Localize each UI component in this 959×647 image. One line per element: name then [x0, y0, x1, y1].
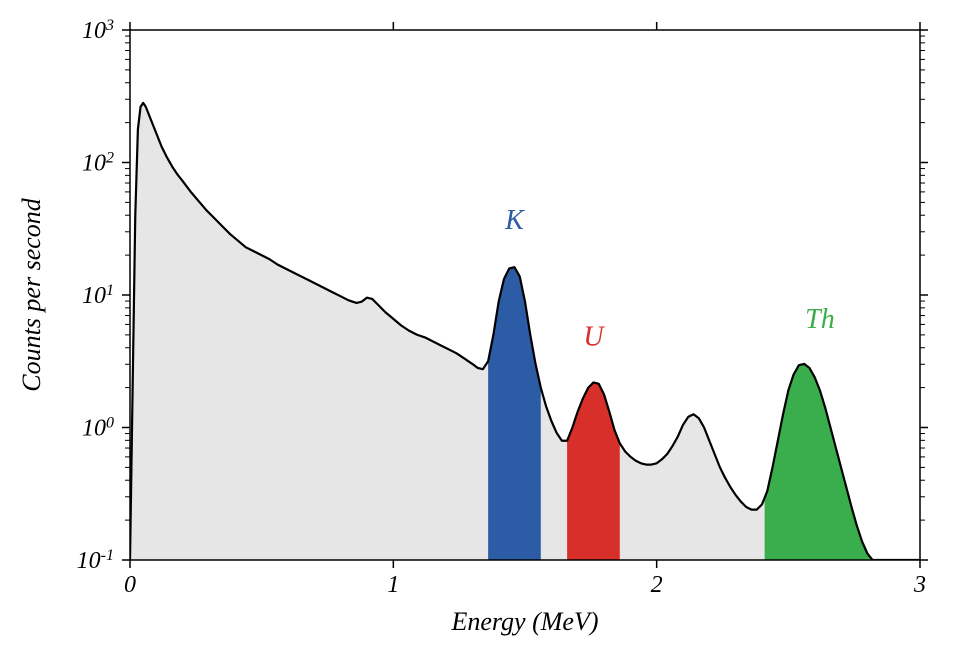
- y-tick-label: 101: [82, 282, 114, 310]
- x-axis-label: Energy (MeV): [450, 607, 598, 636]
- x-tick-label: 2: [651, 572, 663, 598]
- x-tick-label: 3: [913, 572, 926, 598]
- peak-band-u: [567, 382, 620, 560]
- x-tick-label: 0: [124, 572, 136, 598]
- peak-label-k: K: [504, 205, 525, 236]
- x-tick-label: 1: [387, 572, 399, 598]
- peak-label-u: U: [583, 321, 605, 352]
- y-tick-label: 102: [82, 149, 114, 177]
- peak-band-th: [765, 364, 870, 560]
- y-axis-label: Counts per second: [17, 197, 46, 392]
- y-tick-label: 100: [82, 414, 114, 442]
- spectrum-chart: 0 1 2 3 Energy (MeV) 10-1 100 101 102 103 Counts p…: [0, 0, 959, 647]
- peak-band-k: [488, 267, 541, 560]
- y-tick-label: 103: [82, 17, 114, 45]
- peak-label-th: Th: [805, 304, 835, 335]
- y-tick-label: 10-1: [77, 547, 114, 575]
